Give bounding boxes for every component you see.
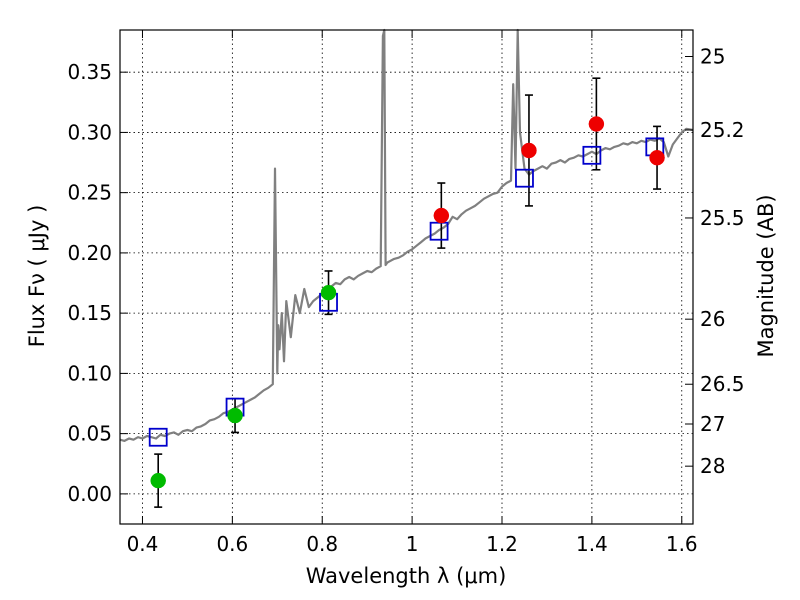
model-photometry-series (148, 137, 665, 447)
y-tick-label: 0.20 (67, 241, 112, 265)
plot-frame (119, 29, 694, 525)
x-tick-label: 1 (406, 532, 419, 556)
x-tick-label: 0.6 (216, 532, 248, 556)
observed-point (588, 116, 605, 132)
y-tick-label: 0.10 (67, 361, 112, 385)
right-axis-title: Magnitude (AB) (754, 194, 778, 357)
mag-tick-label: 25 (700, 45, 725, 69)
tick-labels: 0.4 0.6 0.8 1 1.2 1.4 1.6 0.00 0.05 0.10 0.15 0.20 0… (67, 45, 744, 556)
x-tick-label: 1.2 (486, 532, 518, 556)
error-bars (154, 77, 662, 508)
x-tick-label: 0.4 (127, 532, 159, 556)
y-tick-label: 0.05 (67, 422, 112, 446)
grid (120, 30, 693, 524)
mag-tick-label: 26.5 (700, 372, 745, 396)
model-point (148, 427, 168, 447)
y-tick-label: 0.15 (67, 301, 112, 325)
model-point (582, 145, 602, 165)
observed-point (649, 149, 665, 166)
axes (119, 29, 694, 525)
mag-tick-label: 25.2 (700, 118, 745, 142)
mag-tick-label: 28 (700, 454, 725, 478)
observed-point (227, 407, 243, 424)
mag-tick-label: 25.5 (700, 206, 745, 230)
observed-point (150, 472, 166, 489)
y-tick-label: 0.25 (67, 181, 112, 205)
x-tick-label: 1.4 (576, 532, 608, 556)
y-tick-label: 0.30 (67, 120, 112, 144)
observed-series (150, 116, 665, 489)
spectrum-series (119, 28, 694, 442)
x-tick-label: 1.6 (666, 532, 698, 556)
observed-point (433, 207, 450, 224)
spectrum-line (119, 28, 694, 442)
y-tick-label: 0.35 (67, 60, 112, 84)
x-axis-title: Wavelength λ (μm) (306, 564, 507, 588)
model-point (515, 168, 534, 188)
observed-point (320, 284, 337, 301)
y-axis-title: Flux Fν ( μJy ) (25, 205, 49, 348)
observed-point (521, 142, 537, 159)
mag-tick-label: 26 (700, 307, 725, 331)
y-tick-label: 0.00 (67, 482, 112, 506)
mag-tick-label: 27 (700, 412, 725, 436)
x-tick-label: 0.8 (306, 532, 338, 556)
